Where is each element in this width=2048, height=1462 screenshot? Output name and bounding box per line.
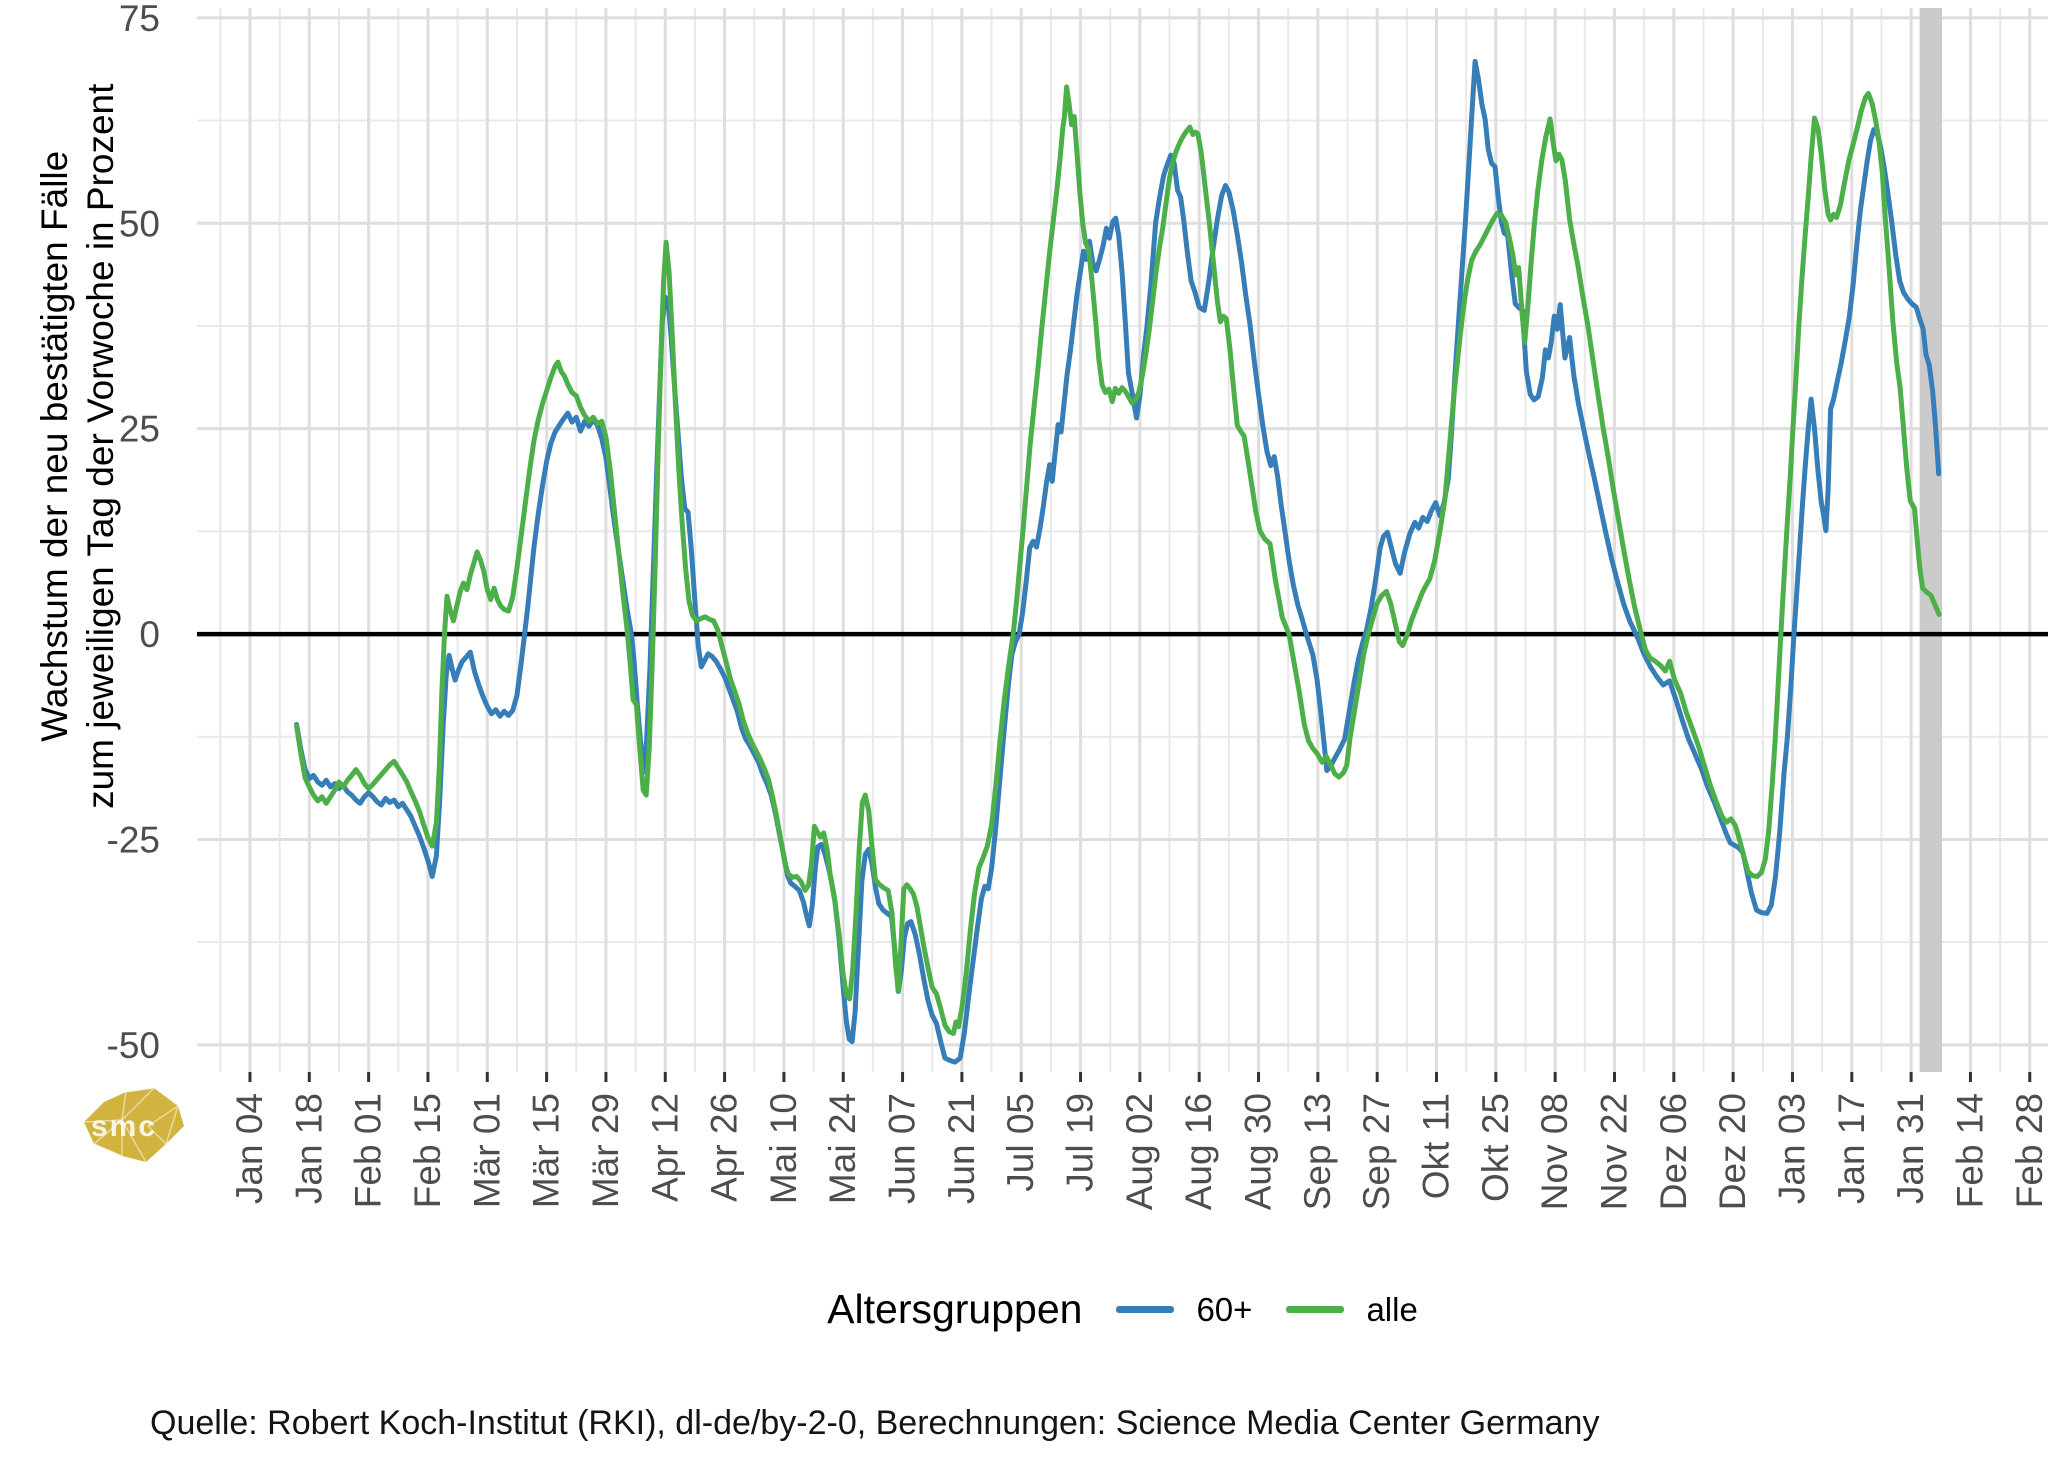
y-axis-title-line1: Wachstum der neu bestätigten Fälle: [33, 150, 75, 742]
smc-logo: smc: [78, 1086, 188, 1196]
x-tick-label: Jan 17: [1831, 1093, 1872, 1204]
source-caption: Quelle: Robert Koch-Institut (RKI), dl-d…: [150, 1404, 1600, 1442]
legend-item-60plus: 60+: [1116, 1291, 1252, 1329]
y-axis-title: Wachstum der neu bestätigten Fälle zum j…: [32, 0, 125, 896]
legend-swatch-alle: [1286, 1306, 1345, 1313]
legend-title: Altersgruppen: [827, 1286, 1083, 1332]
x-tick-label: Mai 10: [763, 1093, 804, 1204]
y-tick-label: 50: [119, 203, 160, 244]
y-axis-labels: 75 50 25 0 -25 -50: [107, 0, 160, 1066]
x-tick-label: Aug 30: [1238, 1093, 1279, 1210]
x-tick-label: Jan 03: [1771, 1093, 1812, 1204]
x-tick-label: Jul 05: [1000, 1093, 1041, 1192]
x-tick-label: Apr 26: [704, 1093, 745, 1202]
legend: Altersgruppen 60+ alle: [197, 1286, 2048, 1333]
gridlines-major: [197, 8, 2048, 1072]
x-axis-ticks: [248, 1072, 2032, 1082]
uncertain-data-band: [1919, 8, 1943, 1072]
x-tick-label: Aug 16: [1178, 1093, 1219, 1210]
x-tick-label: Jan 18: [288, 1093, 329, 1204]
y-tick-label: -25: [107, 819, 160, 860]
x-tick-label: Feb 15: [407, 1093, 448, 1208]
x-tick-label: Okt 25: [1475, 1093, 1516, 1202]
legend-item-alle: alle: [1286, 1290, 1418, 1329]
legend-label-60plus: 60+: [1196, 1290, 1253, 1328]
x-tick-label: Jan 04: [229, 1093, 270, 1204]
smc-logo-text: smc: [90, 1110, 158, 1143]
x-tick-label: Mai 24: [822, 1093, 863, 1204]
x-tick-label: Okt 11: [1416, 1093, 1457, 1199]
x-tick-label: Jun 07: [882, 1093, 923, 1204]
legend-swatch-60plus: [1116, 1306, 1175, 1313]
x-tick-label: Jun 21: [941, 1093, 982, 1204]
x-tick-label: Sep 27: [1356, 1093, 1397, 1210]
x-tick-label: Dez 20: [1712, 1093, 1753, 1210]
y-tick-label: -50: [107, 1025, 160, 1066]
x-tick-label: Nov 22: [1593, 1093, 1634, 1210]
x-tick-label: Dez 06: [1653, 1093, 1694, 1210]
x-tick-label: Mär 01: [466, 1093, 507, 1208]
gridlines-minor: [197, 8, 2048, 1072]
x-tick-label: Aug 02: [1119, 1093, 1160, 1210]
series-line-alle: [294, 84, 1942, 1036]
legend-label-alle: alle: [1366, 1290, 1418, 1328]
y-tick-label: 75: [119, 0, 160, 39]
y-tick-label: 0: [139, 614, 160, 655]
x-tick-label: Mär 15: [526, 1093, 567, 1208]
x-tick-label: Sep 13: [1297, 1093, 1338, 1210]
x-tick-label: Jan 31: [1890, 1093, 1931, 1204]
x-tick-label: Feb 14: [1949, 1093, 1990, 1208]
x-tick-label: Nov 08: [1534, 1093, 1575, 1210]
x-tick-label: Jul 19: [1060, 1093, 1101, 1192]
x-tick-label: Feb 28: [2009, 1093, 2048, 1208]
x-tick-label: Apr 12: [644, 1093, 685, 1202]
x-tick-label: Feb 01: [348, 1093, 389, 1208]
smc-logo-shape: [83, 1086, 184, 1163]
y-axis-title-line2: zum jeweiligen Tag der Vorwoche in Proze…: [80, 83, 121, 809]
y-tick-label: 25: [119, 409, 160, 450]
x-axis-labels: Jan 04 Jan 18 Feb 01 Feb 15 Mär 01 Mär 15 Mär …: [229, 1093, 2048, 1210]
x-tick-label: Mär 29: [585, 1093, 626, 1208]
series-line-60plus: [294, 58, 1942, 1065]
